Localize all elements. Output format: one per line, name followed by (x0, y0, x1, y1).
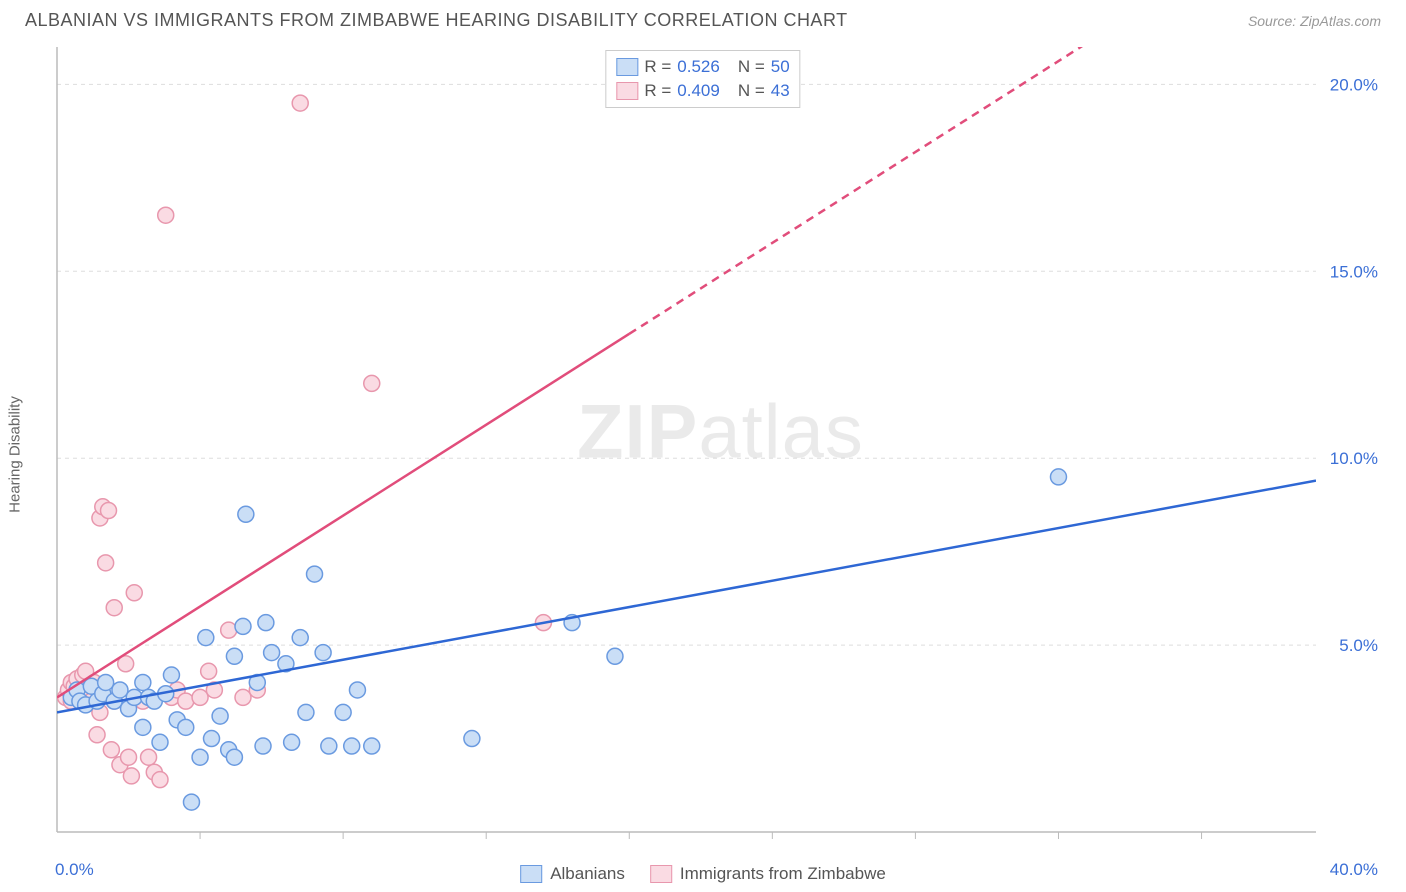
y-axis-label: Hearing Disability (7, 396, 24, 513)
chart-plot-area: 5.0%10.0%15.0%20.0% ZIPatlas (55, 45, 1386, 852)
legend-label: N = (738, 57, 765, 77)
series-legend: Albanians Immigrants from Zimbabwe (520, 864, 886, 884)
legend-swatch (616, 82, 638, 100)
correlation-legend: R = 0.526 N = 50 R = 0.409 N = 43 (605, 50, 800, 108)
legend-value: 43 (771, 81, 790, 101)
svg-text:5.0%: 5.0% (1339, 636, 1378, 655)
legend-series-label: Immigrants from Zimbabwe (680, 864, 886, 884)
legend-label: R = (644, 57, 671, 77)
chart-title: ALBANIAN VS IMMIGRANTS FROM ZIMBABWE HEA… (25, 10, 848, 31)
legend-row: R = 0.409 N = 43 (616, 79, 789, 103)
legend-row: R = 0.526 N = 50 (616, 55, 789, 79)
legend-swatch (650, 865, 672, 883)
x-axis-min-label: 0.0% (55, 860, 94, 880)
legend-value: 50 (771, 57, 790, 77)
legend-item: Albanians (520, 864, 625, 884)
svg-text:20.0%: 20.0% (1330, 75, 1378, 94)
legend-label: R = (644, 81, 671, 101)
legend-value: 0.409 (677, 81, 720, 101)
legend-label: N = (738, 81, 765, 101)
legend-series-label: Albanians (550, 864, 625, 884)
chart-source: Source: ZipAtlas.com (1248, 13, 1381, 29)
legend-swatch (520, 865, 542, 883)
svg-text:15.0%: 15.0% (1330, 262, 1378, 281)
x-axis-max-label: 40.0% (1330, 860, 1378, 880)
legend-swatch (616, 58, 638, 76)
svg-text:10.0%: 10.0% (1330, 449, 1378, 468)
chart-svg: 5.0% 10.0% 15.0% 20.0% (55, 45, 1386, 852)
legend-item: Immigrants from Zimbabwe (650, 864, 886, 884)
legend-value: 0.526 (677, 57, 720, 77)
chart-header: ALBANIAN VS IMMIGRANTS FROM ZIMBABWE HEA… (0, 0, 1406, 36)
